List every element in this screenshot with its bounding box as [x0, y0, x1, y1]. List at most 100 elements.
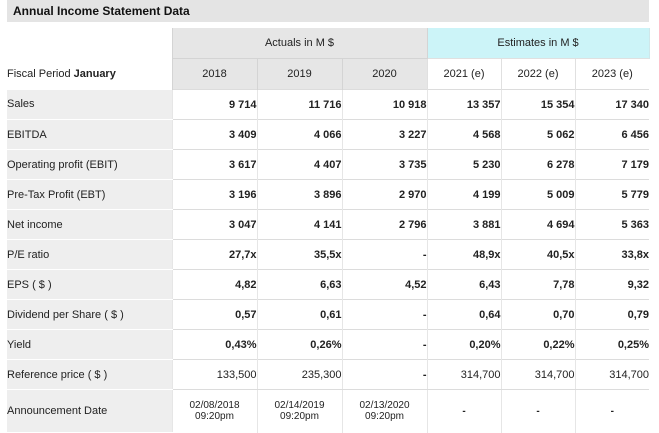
table-row: Yield 0,43% 0,26% -0,20% 0,22% 0,25%: [7, 329, 650, 360]
value-cell: 5 779: [574, 179, 650, 210]
value-cell: 6,43: [426, 269, 502, 300]
value-cell: 48,9x: [426, 239, 502, 270]
announcement-cell: -: [574, 389, 650, 433]
announcement-date: 02/14/2019: [274, 400, 325, 412]
table-row: EPS ( $ ) 4,82 6,63 4,52 6,43 7,78 9,32: [7, 269, 650, 300]
announcement-date: 02/08/2018: [189, 400, 240, 412]
value-cell: 2 796: [341, 209, 428, 240]
value-cell: 5 009: [500, 179, 576, 210]
table-row: Dividend per Share ( $ ) 0,57 0,61-0,64 0,7…: [7, 299, 650, 330]
year-header: 2020: [341, 58, 428, 90]
value-cell: 17 340: [574, 89, 650, 120]
value-cell: 0,64: [426, 299, 502, 330]
value-cell: 27,7x: [171, 239, 257, 270]
value-cell: 5 230: [426, 149, 502, 180]
income-statement-table: Actuals in M $ Estimates in M $ Fiscal P…: [7, 28, 650, 433]
table-row: P/E ratio 27,7x 35,5x -48,9x 40,5x 33,8x: [7, 239, 650, 270]
value-cell: 3 196: [171, 179, 257, 210]
year-header: 2019: [256, 58, 342, 90]
section-title-bar: Annual Income Statement Data: [7, 0, 649, 22]
group-header-row: Actuals in M $ Estimates in M $: [7, 28, 650, 59]
row-label: Sales: [7, 89, 172, 120]
year-header-row: Fiscal Period January 2018 2019 2020 202…: [7, 58, 650, 90]
fiscal-period-label: Fiscal Period January: [7, 58, 172, 90]
value-cell: 4,52: [341, 269, 428, 300]
value-cell: 6 278: [500, 149, 576, 180]
value-cell: 0,79: [574, 299, 650, 330]
fiscal-period-month: January: [73, 68, 116, 80]
fiscal-period-prefix: Fiscal Period: [7, 68, 71, 80]
announcement-time: 09:20pm: [365, 411, 404, 423]
value-cell: 133,500: [171, 359, 257, 390]
row-label: P/E ratio: [7, 239, 172, 270]
value-cell: 13 357: [426, 89, 502, 120]
table-row: Net income 3 047 4 141 2 796 3 881 4 694 5 363: [7, 209, 650, 240]
value-cell: 7,78: [500, 269, 576, 300]
value-cell: 35,5x: [256, 239, 342, 270]
value-cell: 4,82: [171, 269, 257, 300]
value-cell: 0,43%: [171, 329, 257, 360]
value-cell: 10 918: [341, 89, 428, 120]
value-cell: 4 694: [500, 209, 576, 240]
value-cell: -: [341, 359, 428, 390]
value-cell: 3 881: [426, 209, 502, 240]
table-row: Pre-Tax Profit (EBT) 3 196 3 896 2 970 4 199…: [7, 179, 650, 210]
announcement-cell: 02/13/2020 09:20pm: [341, 389, 428, 433]
value-cell: -: [341, 239, 428, 270]
announcement-time: 09:20pm: [195, 411, 234, 423]
table-row: Sales 9 714 11 716 10 918 13 357 15 354 17 340: [7, 89, 650, 120]
value-cell: 0,57: [171, 299, 257, 330]
value-cell: 6,63: [256, 269, 342, 300]
value-cell: 3 617: [171, 149, 257, 180]
value-cell: 314,700: [574, 359, 650, 390]
announcement-cell: 02/14/2019 09:20pm: [256, 389, 342, 433]
value-cell: 0,22%: [500, 329, 576, 360]
section-title: Annual Income Statement Data: [13, 4, 190, 18]
value-cell: 0,20%: [426, 329, 502, 360]
value-cell: 3 896: [256, 179, 342, 210]
announcement-cell: -: [500, 389, 576, 433]
row-label: EBITDA: [7, 119, 172, 150]
announcement-time: 09:20pm: [280, 411, 319, 423]
value-cell: 6 456: [574, 119, 650, 150]
announcement-date: -: [610, 405, 614, 417]
value-cell: 3 047: [171, 209, 257, 240]
table-row: Reference price ( $ ) 133,500 235,300-314,…: [7, 359, 650, 390]
value-cell: 3 227: [341, 119, 428, 150]
announcement-label: Announcement Date: [7, 389, 172, 433]
value-cell: 3 735: [341, 149, 428, 180]
value-cell: 314,700: [500, 359, 576, 390]
value-cell: 4 407: [256, 149, 342, 180]
actuals-header: Actuals in M $: [171, 28, 428, 59]
value-cell: 5 363: [574, 209, 650, 240]
value-cell: 4 066: [256, 119, 342, 150]
row-label: Reference price ( $ ): [7, 359, 172, 390]
value-cell: -: [341, 329, 428, 360]
row-label: Dividend per Share ( $ ): [7, 299, 172, 330]
row-label: Pre-Tax Profit (EBT): [7, 179, 172, 210]
value-cell: 314,700: [426, 359, 502, 390]
value-cell: 9,32: [574, 269, 650, 300]
value-cell: 33,8x: [574, 239, 650, 270]
year-header: 2022 (e): [500, 58, 576, 90]
year-header: 2018: [171, 58, 257, 90]
value-cell: 2 970: [341, 179, 428, 210]
announcement-cell: -: [426, 389, 502, 433]
row-label: Yield: [7, 329, 172, 360]
table-row: EBITDA 3 409 4 066 3 227 4 568 5 062 6 456: [7, 119, 650, 150]
value-cell: 11 716: [256, 89, 342, 120]
value-cell: 4 199: [426, 179, 502, 210]
announcement-date: -: [462, 405, 466, 417]
row-label: EPS ( $ ): [7, 269, 172, 300]
announcement-cell: 02/08/2018 09:20pm: [171, 389, 257, 433]
value-cell: 0,26%: [256, 329, 342, 360]
value-cell: 4 568: [426, 119, 502, 150]
value-cell: 0,25%: [574, 329, 650, 360]
announcement-row: Announcement Date 02/08/2018 09:20pm 02/1…: [7, 389, 650, 433]
value-cell: 5 062: [500, 119, 576, 150]
value-cell: -: [341, 299, 428, 330]
value-cell: 40,5x: [500, 239, 576, 270]
value-cell: 0,70: [500, 299, 576, 330]
row-label: Operating profit (EBIT): [7, 149, 172, 180]
value-cell: 235,300: [256, 359, 342, 390]
